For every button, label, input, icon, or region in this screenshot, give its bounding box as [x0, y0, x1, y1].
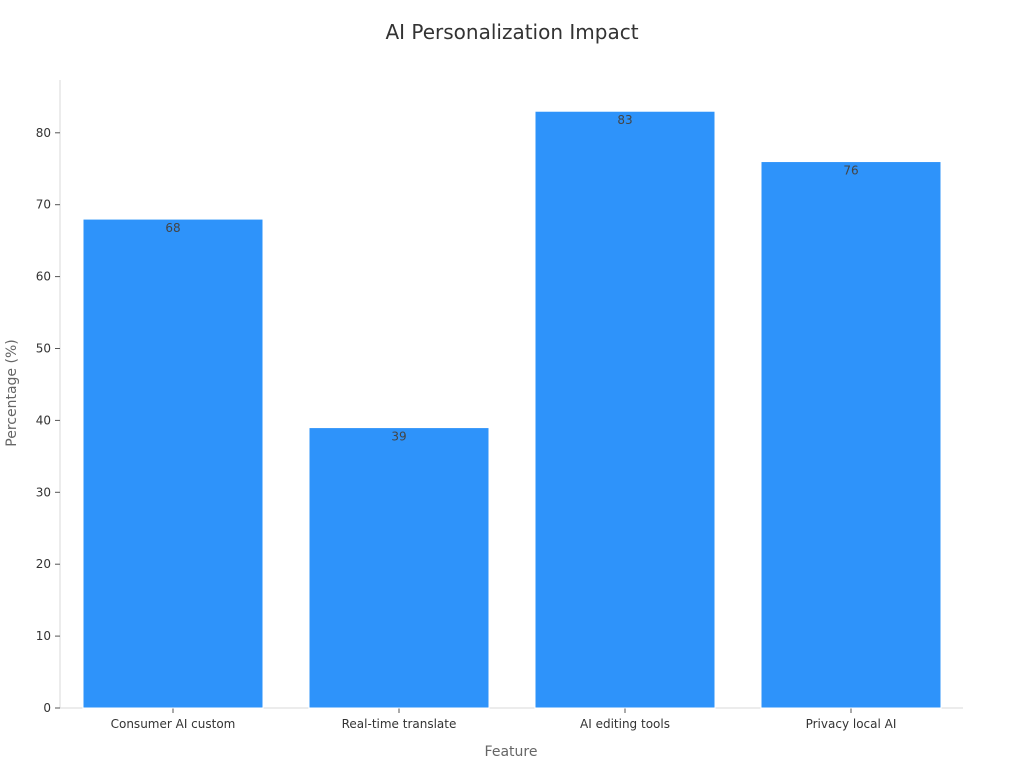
y-tick-label: 80: [36, 126, 51, 140]
data-labels: 68 39 83 76: [165, 113, 858, 443]
x-tick-label: AI editing tools: [580, 717, 670, 731]
y-tick-label: 60: [36, 270, 51, 284]
y-tick-label: 40: [36, 413, 51, 427]
bar: [308, 427, 490, 709]
bar: [760, 161, 942, 709]
x-tick-label: Real-time translate: [342, 717, 457, 731]
bar: [82, 218, 264, 709]
y-tick-label: 70: [36, 198, 51, 212]
y-tick-label: 50: [36, 342, 51, 356]
bar: [534, 110, 716, 709]
y-tick-label: 30: [36, 485, 51, 499]
x-tick-label: Privacy local AI: [806, 717, 897, 731]
y-tick-label: 10: [36, 629, 51, 643]
bar-value-label: 83: [617, 113, 632, 127]
bars: [82, 110, 942, 709]
chart-title: AI Personalization Impact: [385, 20, 639, 44]
x-tick-label: Consumer AI custom: [111, 717, 236, 731]
y-tick-label: 20: [36, 557, 51, 571]
y-axis-label: Percentage (%): [4, 339, 20, 446]
x-axis: Consumer AI custom Real-time translate AI …: [60, 707, 963, 731]
x-axis-label: Feature: [485, 744, 538, 760]
bar-value-label: 68: [165, 221, 180, 235]
bar-value-label: 76: [843, 164, 858, 178]
y-axis: 0 10 20 30 40 50 60 70 80: [36, 80, 61, 715]
bar-value-label: 39: [391, 430, 406, 444]
y-tick-label: 0: [43, 701, 51, 715]
